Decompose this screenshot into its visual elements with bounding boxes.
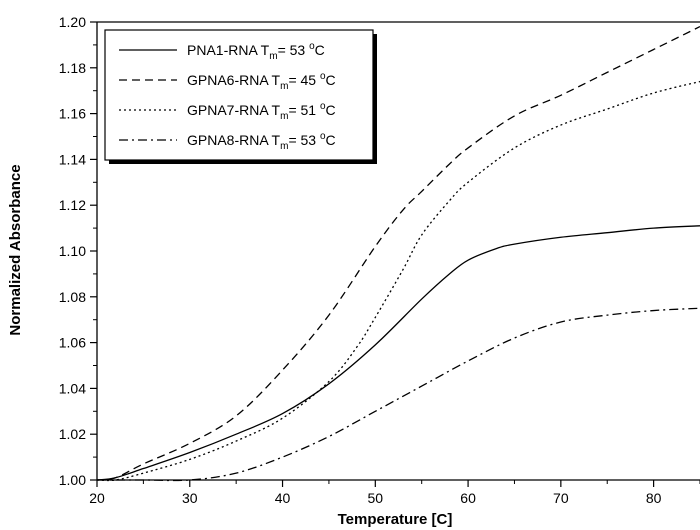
y-tick-label: 1.12 [59,197,86,213]
series-line-gpna7-rna [96,80,700,482]
x-tick-label: 20 [89,490,105,506]
x-tick-label: 80 [646,490,662,506]
y-axis: 1.00 1.02 1.04 1.06 1.08 1.10 1.12 1.14 1.16 1.18… [59,14,98,488]
legend-entry: GPNA8-RNA Tm= 53 oC [187,131,336,152]
x-tick-label: 30 [182,490,198,506]
x-tick-label: 70 [553,490,569,506]
y-tick-label: 1.18 [59,60,86,76]
series-line-gpna6-rna [96,25,700,481]
y-tick-label: 1.16 [59,106,86,122]
y-tick-label: 1.00 [59,472,86,488]
legend: PNA1-RNA Tm= 53 oC GPNA6-RNA Tm= 45 oC GPN… [104,29,377,164]
series-line-gpna8-rna [97,307,700,482]
x-axis-label: Temperature [C] [338,511,453,528]
series-line-pna1-rna [96,225,700,481]
y-tick-label: 1.02 [59,426,86,442]
y-tick-label: 1.08 [59,289,86,305]
legend-box [104,29,374,161]
y-tick-label: 1.04 [59,380,86,396]
y-tick-label: 1.10 [59,243,86,259]
legend-entry: GPNA6-RNA Tm= 45 oC [187,71,336,92]
y-axis-label: Normalized Absorbance [7,164,24,335]
x-tick-label: 60 [460,490,476,506]
legend-entry: GPNA7-RNA Tm= 51 oC [187,101,336,122]
x-axis: 20 30 40 50 60 70 80 [89,479,700,506]
y-tick-label: 1.06 [59,335,86,351]
legend-entry: PNA1-RNA Tm= 53 oC [187,41,325,62]
y-tick-label: 1.20 [59,14,86,30]
x-tick-label: 40 [275,490,291,506]
y-tick-label: 1.14 [59,151,86,167]
x-tick-label: 50 [368,490,384,506]
